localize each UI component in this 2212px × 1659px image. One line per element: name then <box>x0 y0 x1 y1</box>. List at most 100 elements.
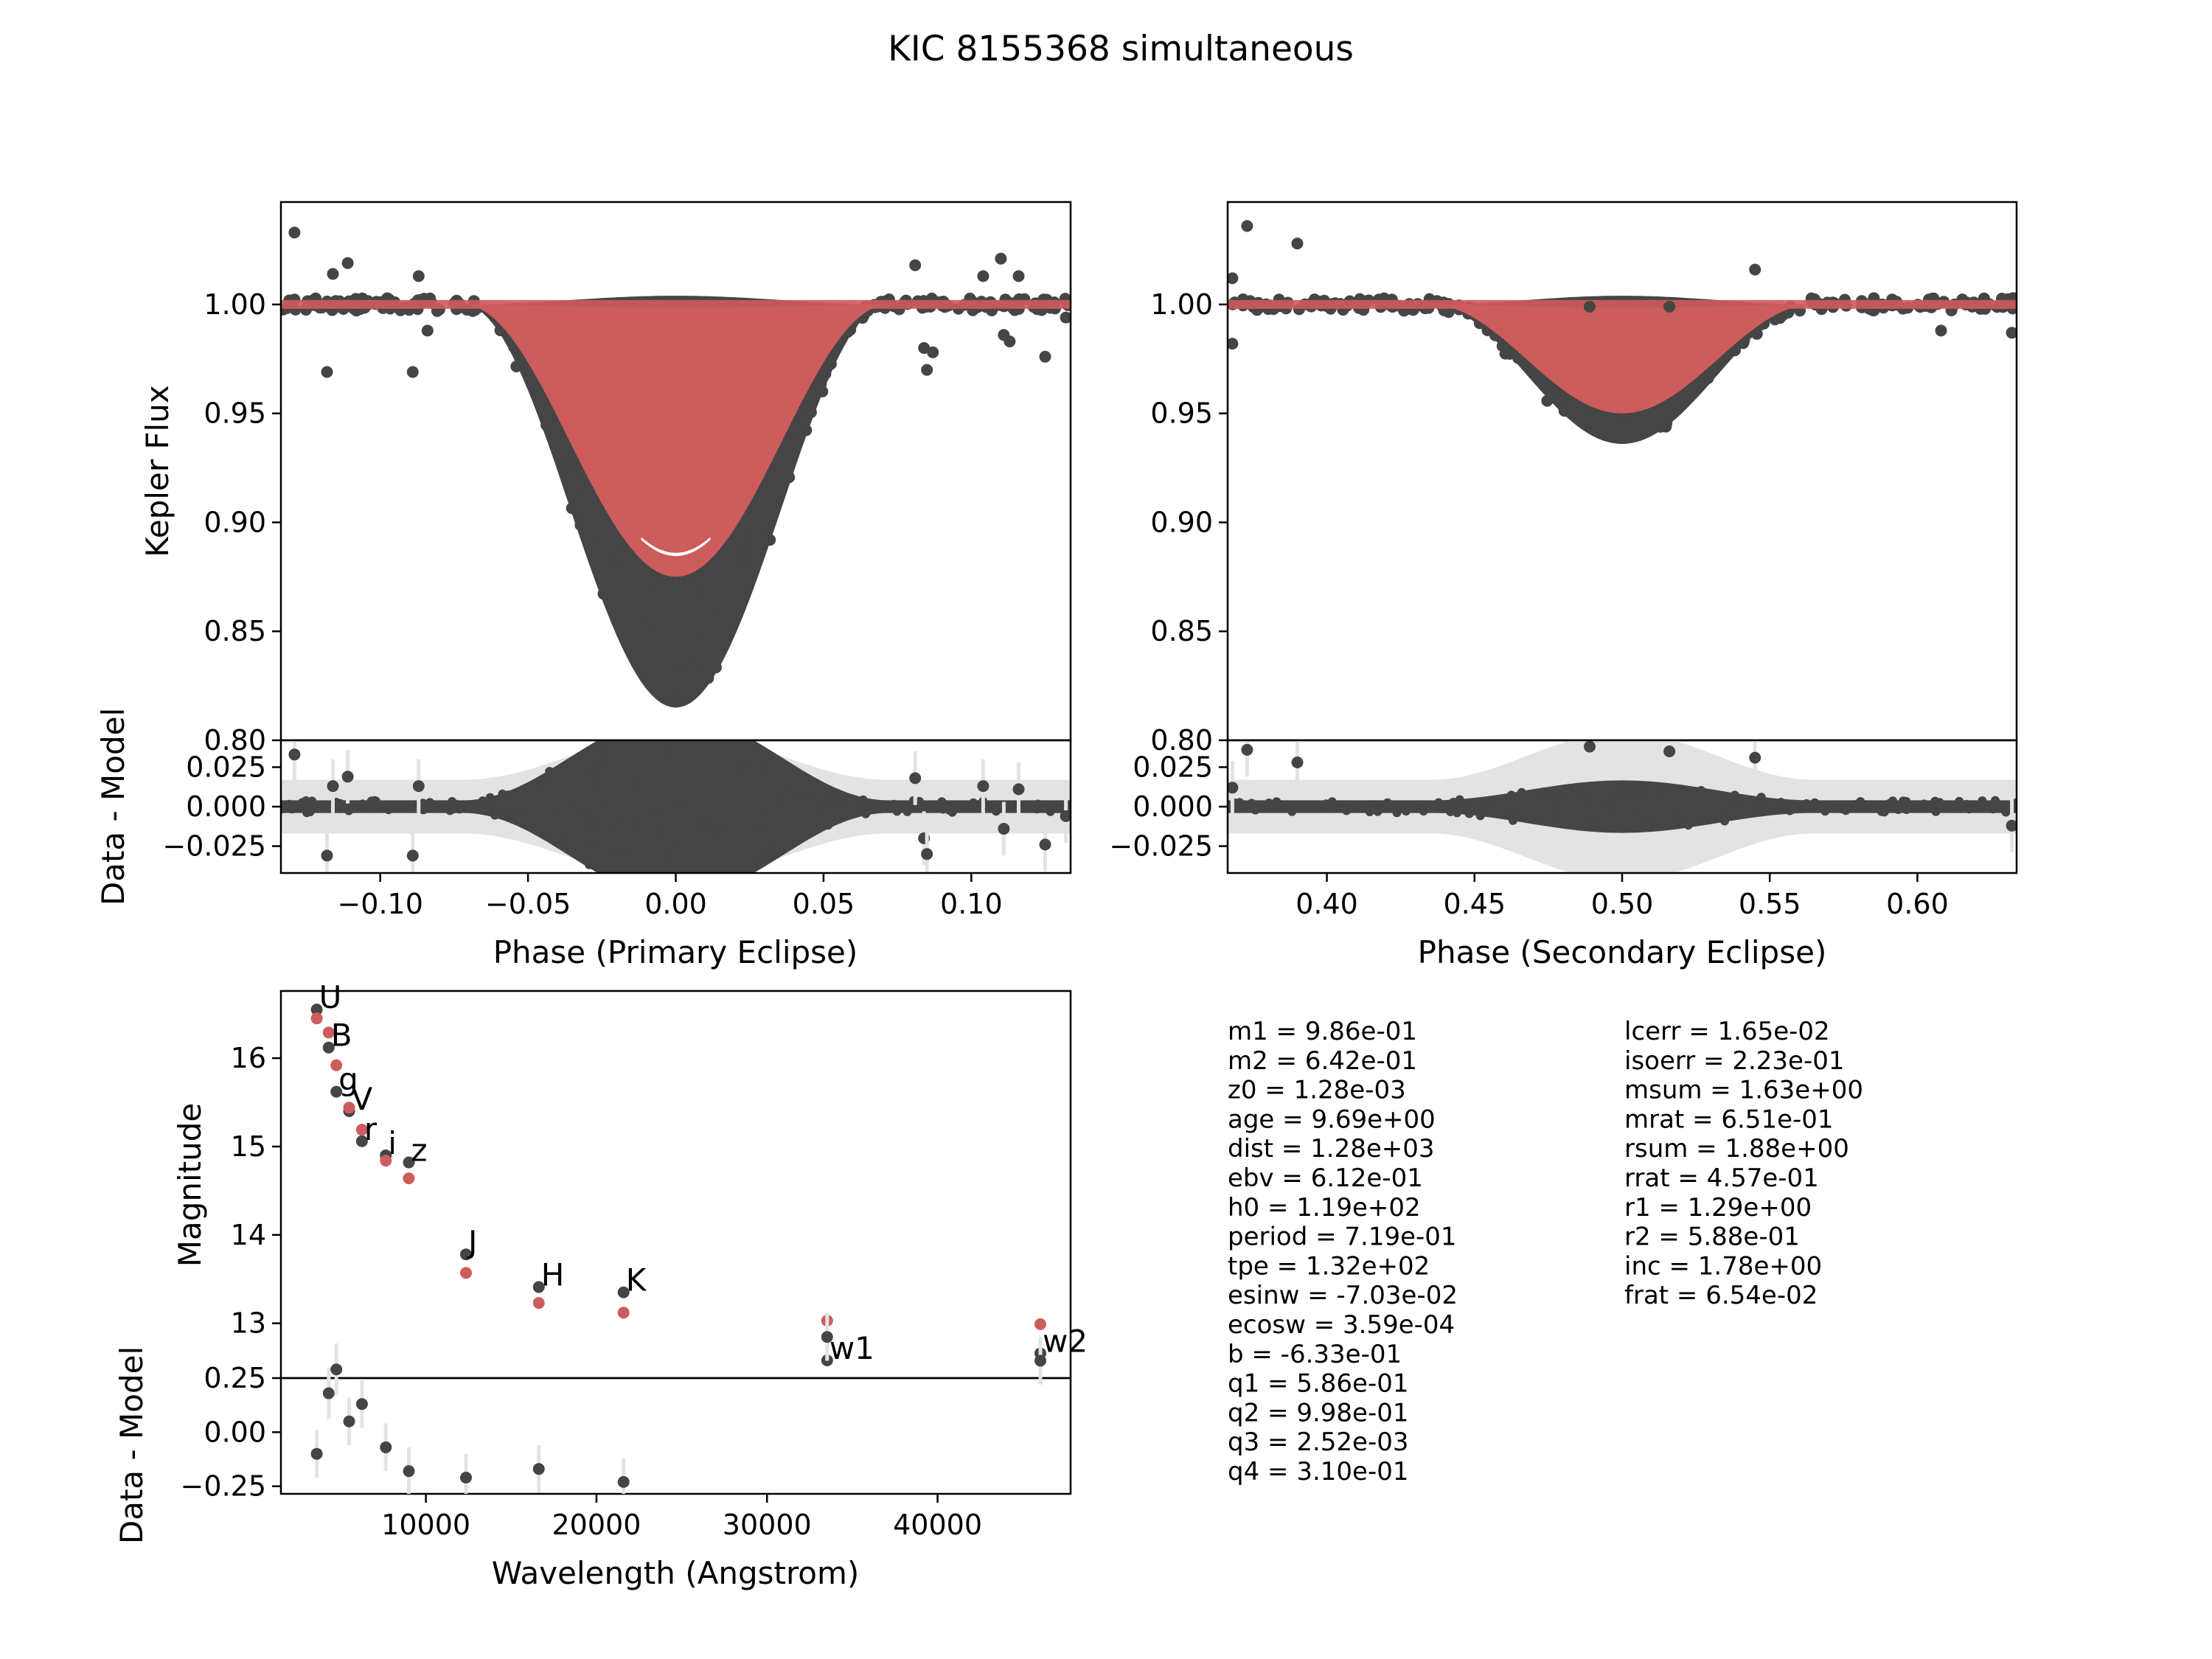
primary-outlier-point <box>341 257 354 269</box>
sed-band-label: g <box>338 1062 358 1098</box>
secondary-residual-point <box>1365 807 1374 816</box>
secondary-outlier-point <box>1749 263 1761 276</box>
secondary-residual-point <box>1583 794 1593 804</box>
primary-data-point <box>688 582 700 594</box>
primary-xtick-label: 0.10 <box>940 888 1003 920</box>
parameter-entry: z0 = 1.28e-03 <box>1228 1076 1406 1105</box>
secondary-residual-point <box>1792 801 1801 810</box>
secondary-residual-point <box>1506 790 1516 800</box>
primary-data-point <box>591 526 603 538</box>
primary-outlier-point <box>412 270 425 282</box>
primary-residual-point <box>448 797 457 806</box>
primary-residual-point <box>860 799 870 809</box>
sed-model-point <box>532 1297 545 1310</box>
secondary-residual-outlier-point <box>1228 782 1239 794</box>
sed-ytick-label: 15 <box>231 1130 266 1163</box>
sed-residual-point <box>380 1441 392 1453</box>
sed-model-point <box>310 1012 323 1025</box>
secondary-outlier-point <box>1935 324 1947 337</box>
secondary-residual-point <box>1730 790 1739 800</box>
primary-residual-point <box>700 816 710 826</box>
parameter-entry: tpe = 1.32e+02 <box>1228 1251 1430 1281</box>
primary-residual-point <box>953 800 962 810</box>
primary-residual-point <box>1033 799 1043 809</box>
secondary-residual-point <box>1434 798 1444 807</box>
parameter-entry: q4 = 3.10e-01 <box>1228 1457 1408 1486</box>
primary-residual-point <box>654 825 664 835</box>
secondary-residual-point <box>1251 805 1260 815</box>
primary-residual-point <box>509 807 518 816</box>
primary-data-point <box>695 632 707 644</box>
parameter-entry: age = 9.69e+00 <box>1228 1105 1436 1134</box>
secondary-data-point <box>1558 405 1571 417</box>
secondary-residual-point <box>1655 790 1664 800</box>
primary-main-yticks: 0.80 0.85 0.90 0.95 1.00 <box>204 288 281 757</box>
primary-residual-point <box>582 808 592 818</box>
secondary-main-plot-area <box>1228 220 2017 445</box>
secondary-residual-point <box>1812 804 1822 813</box>
secondary-data-point <box>1619 431 1632 443</box>
secondary-main-yticks: 0.80 0.85 0.90 0.95 1.00 <box>1150 288 1228 757</box>
primary-residual-point <box>630 776 639 786</box>
secondary-outlier-point <box>1228 338 1239 350</box>
secondary-residual-point <box>1888 796 1898 806</box>
primary-data-point <box>594 540 606 552</box>
sed-residual-point <box>459 1471 472 1484</box>
secondary-residual-point <box>1347 802 1357 812</box>
sed-data-point <box>459 1248 472 1261</box>
primary-residual-point <box>938 804 947 814</box>
primary-residual-point <box>738 762 748 771</box>
primary-data-point <box>687 664 700 676</box>
parameter-entry: lcerr = 1.65e-02 <box>1624 1017 1830 1046</box>
secondary-residual-point <box>1670 807 1680 815</box>
primary-residual-point <box>498 789 507 799</box>
primary-data-point <box>722 577 734 588</box>
primary-data-point <box>634 605 647 617</box>
primary-outlier-point <box>288 226 301 239</box>
secondary-residual-scatter-band <box>1228 780 2017 833</box>
secondary-ytick-label: 0.80 <box>1150 724 1213 757</box>
primary-residual-point <box>627 885 636 894</box>
secondary-xtick-label: 0.55 <box>1739 888 1801 920</box>
primary-residual-point <box>509 813 518 823</box>
primary-residual-point <box>619 849 629 859</box>
secondary-residual-panel: −0.025 0.000 0.025 0.40 0.45 0.50 0.55 0.60 Ph… <box>1109 739 2018 970</box>
sed-residual-point <box>310 1447 323 1460</box>
primary-data-point <box>560 459 572 472</box>
primary-residual-point <box>774 792 784 801</box>
primary-residual-point <box>448 804 458 814</box>
secondary-data-point <box>1702 372 1714 384</box>
secondary-residual-point <box>1633 813 1643 822</box>
sed-residual-point <box>322 1387 335 1399</box>
secondary-outlier-point <box>1584 300 1596 313</box>
primary-residual-point <box>771 842 781 852</box>
primary-residual-point <box>861 809 871 818</box>
primary-outlier-point <box>921 364 933 376</box>
primary-outlier-point <box>977 270 990 282</box>
sed-residual-ylabel: Data - Model <box>114 1346 150 1544</box>
primary-model-band <box>281 304 1071 577</box>
sed-residual-point <box>355 1398 368 1411</box>
secondary-residual-point <box>1450 799 1460 808</box>
primary-data-point <box>819 368 832 380</box>
parameter-entry: mrat = 6.51e-01 <box>1624 1105 1834 1134</box>
sed-band-label: r <box>364 1111 378 1147</box>
primary-data-point <box>738 552 751 565</box>
parameter-entry: m2 = 6.42e-01 <box>1228 1046 1417 1076</box>
secondary-residual-point <box>1720 816 1729 826</box>
secondary-main-panel: 0.80 0.85 0.90 0.95 1.00 <box>1150 201 2018 757</box>
primary-xlabel: Phase (Primary Eclipse) <box>493 934 858 970</box>
primary-ylabel: Kepler Flux <box>139 385 175 557</box>
secondary-residual-point <box>1919 799 1929 809</box>
primary-residual-scatter-band <box>281 740 1071 873</box>
primary-residual-outlier-point <box>998 823 1010 835</box>
primary-residual-point <box>554 805 563 815</box>
secondary-residual-outlier-point <box>1663 745 1676 757</box>
primary-residual-point <box>285 799 294 809</box>
primary-data-point <box>754 538 767 550</box>
primary-residual-point <box>614 823 624 832</box>
secondary-model-band <box>1228 304 2017 414</box>
primary-residual-point <box>836 799 846 808</box>
parameter-entry: m1 = 9.86e-01 <box>1228 1017 1417 1046</box>
